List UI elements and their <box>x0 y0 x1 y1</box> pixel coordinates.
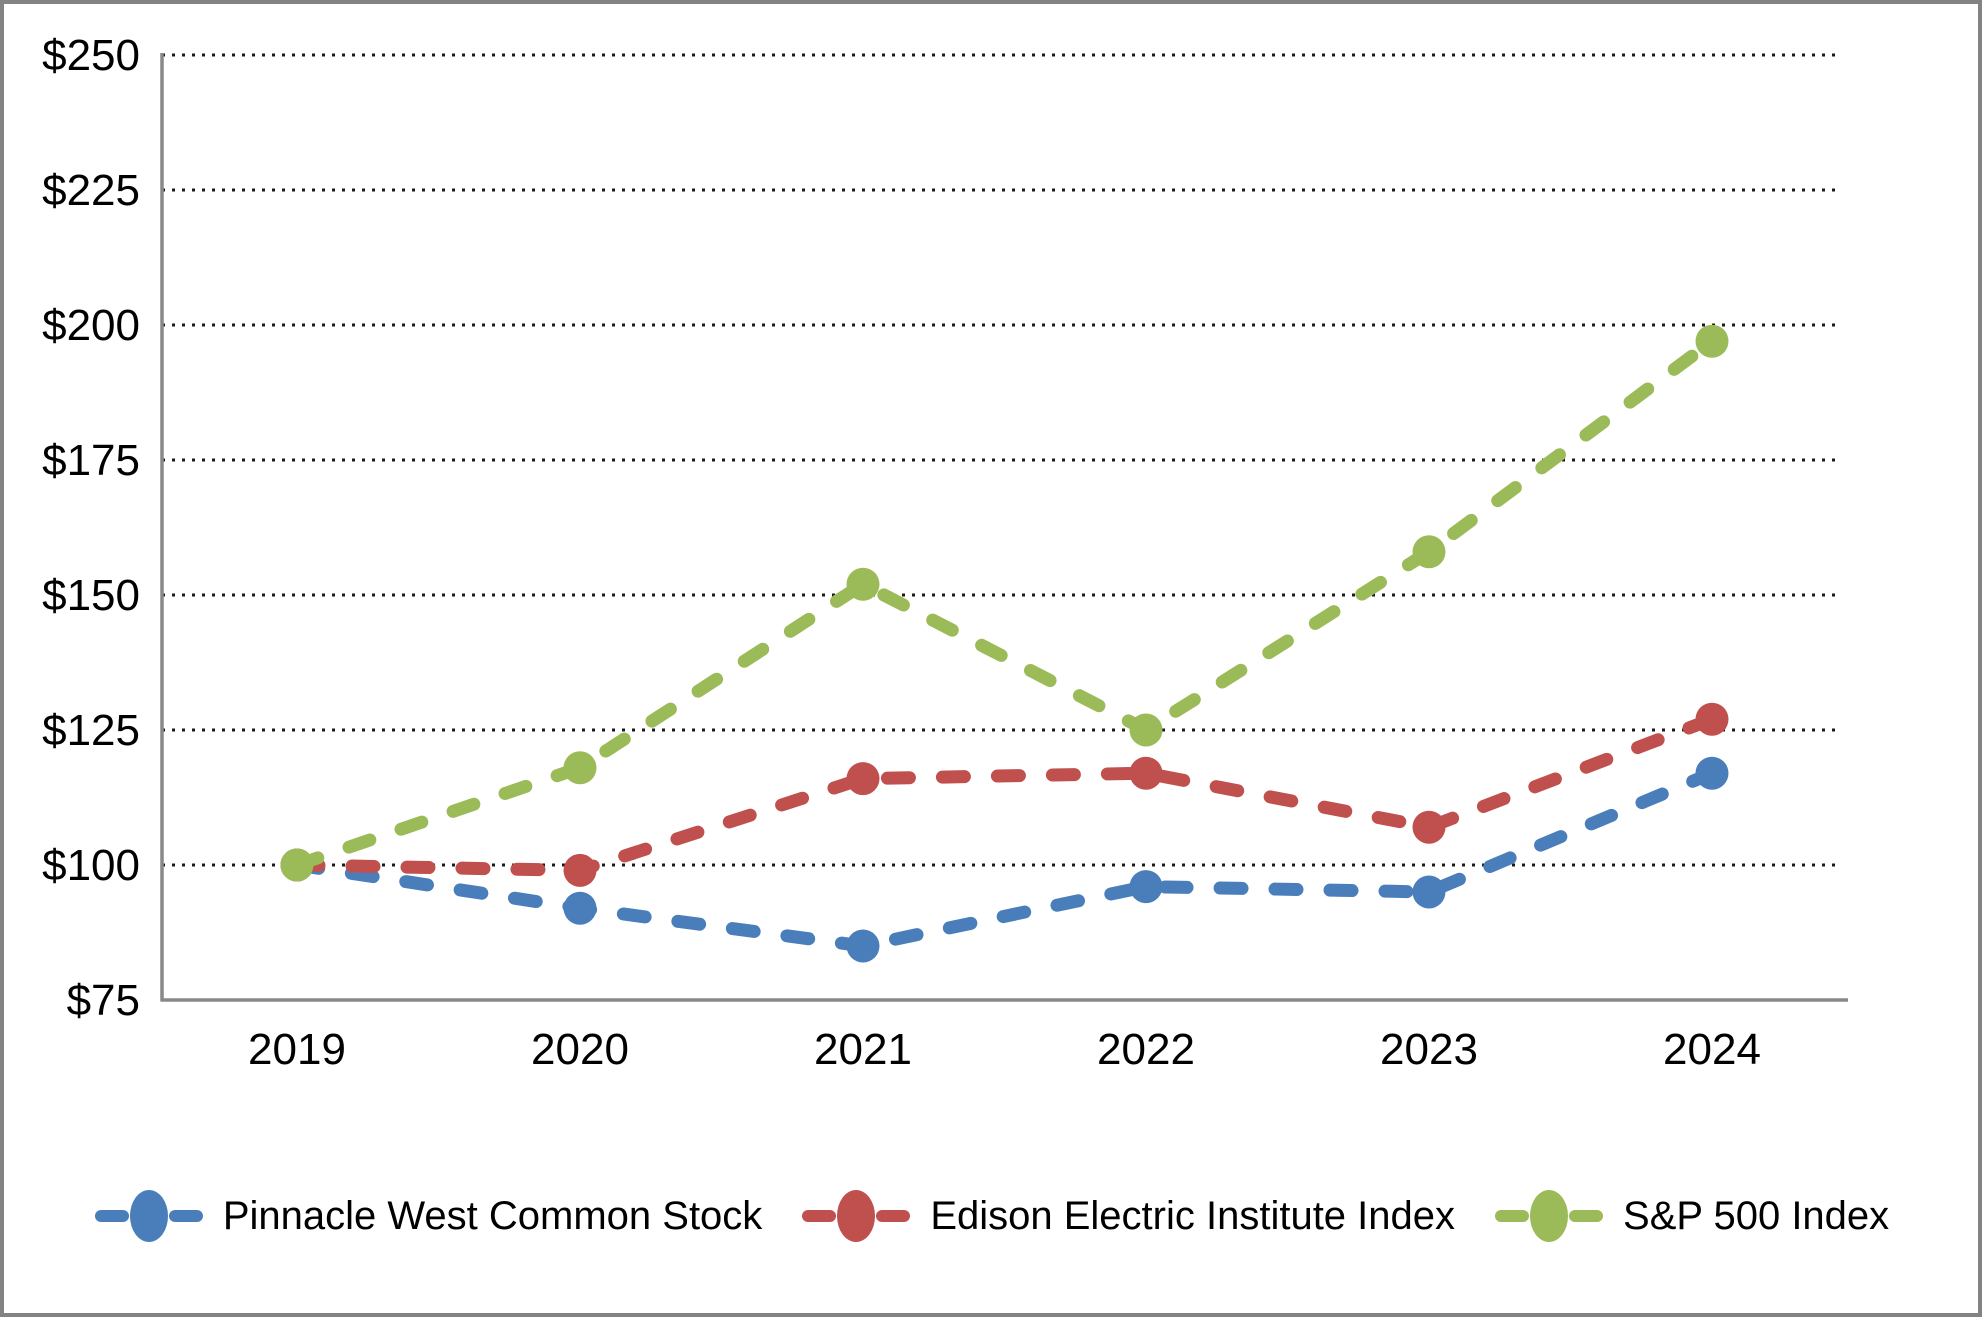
x-tick-label: 2022 <box>1097 1025 1195 1074</box>
series-line-s-p-500-index <box>290 334 1719 872</box>
series-pinnacle-west-common-stock <box>280 756 1729 963</box>
data-point-pinnacle-west-common-stock-2020 <box>563 891 597 925</box>
y-tick-label: $100 <box>42 841 140 890</box>
x-tick-label: 2021 <box>814 1025 912 1074</box>
x-tick-label: 2020 <box>531 1025 629 1074</box>
data-point-edison-electric-institute-index-2023 <box>1412 810 1446 844</box>
legend-dash-dot-marker-icon <box>1495 1190 1604 1242</box>
series-s-p-500-index <box>280 324 1729 882</box>
data-point-edison-electric-institute-index-2022 <box>1129 756 1163 790</box>
legend-item: Pinnacle West Common Stock <box>93 1187 762 1245</box>
gridlines <box>162 53 1842 867</box>
legend-label: S&P 500 Index <box>1623 1194 1890 1238</box>
data-point-pinnacle-west-common-stock-2021 <box>846 929 880 963</box>
legend-label: Pinnacle West Common Stock <box>222 1194 763 1238</box>
series-line-pinnacle-west-common-stock <box>290 766 1719 953</box>
chart-legend: Pinnacle West Common Stock Edison Electri… <box>4 1187 1978 1245</box>
y-tick-label: $125 <box>42 706 140 755</box>
data-point-edison-electric-institute-index-2020 <box>563 853 597 887</box>
x-tick-label: 2024 <box>1663 1025 1761 1074</box>
y-tick-label: $200 <box>42 301 140 350</box>
x-tick-label: 2023 <box>1380 1025 1478 1074</box>
x-tick-label: 2019 <box>248 1025 346 1074</box>
data-point-s-p-500-index-2021 <box>846 567 880 601</box>
y-tick-labels: $250 $225 $200 $175 $150 $125 $100 $75 <box>42 31 140 1025</box>
legend-label: Edison Electric Institute Index <box>930 1194 1456 1238</box>
data-point-s-p-500-index-2024 <box>1695 324 1729 358</box>
series-line-edison-electric-institute-index <box>290 712 1719 877</box>
legend-dash-dot-marker-icon <box>802 1190 911 1242</box>
legend-item: S&P 500 Index <box>1493 1187 1889 1245</box>
data-point-edison-electric-institute-index-2021 <box>846 762 880 796</box>
data-point-s-p-500-index-2020 <box>563 751 597 785</box>
data-point-s-p-500-index-2022 <box>1129 713 1163 747</box>
y-tick-label: $250 <box>42 31 140 80</box>
legend-item: Edison Electric Institute Index <box>800 1187 1455 1245</box>
legend-dash-dot-marker-icon <box>94 1190 203 1242</box>
y-tick-label: $225 <box>42 166 140 215</box>
data-point-s-p-500-index-2023 <box>1412 535 1446 569</box>
y-tick-label: $75 <box>67 976 140 1025</box>
data-point-pinnacle-west-common-stock-2023 <box>1412 875 1446 909</box>
data-point-pinnacle-west-common-stock-2022 <box>1129 870 1163 904</box>
y-tick-label: $175 <box>42 436 140 485</box>
y-tick-label: $150 <box>42 571 140 620</box>
data-point-pinnacle-west-common-stock-2024 <box>1695 756 1729 790</box>
data-point-edison-electric-institute-index-2024 <box>1695 702 1729 736</box>
data-point-s-p-500-index-2019 <box>280 848 314 882</box>
x-tick-labels: 2019 2020 2021 2022 2023 2024 <box>248 1025 1761 1074</box>
